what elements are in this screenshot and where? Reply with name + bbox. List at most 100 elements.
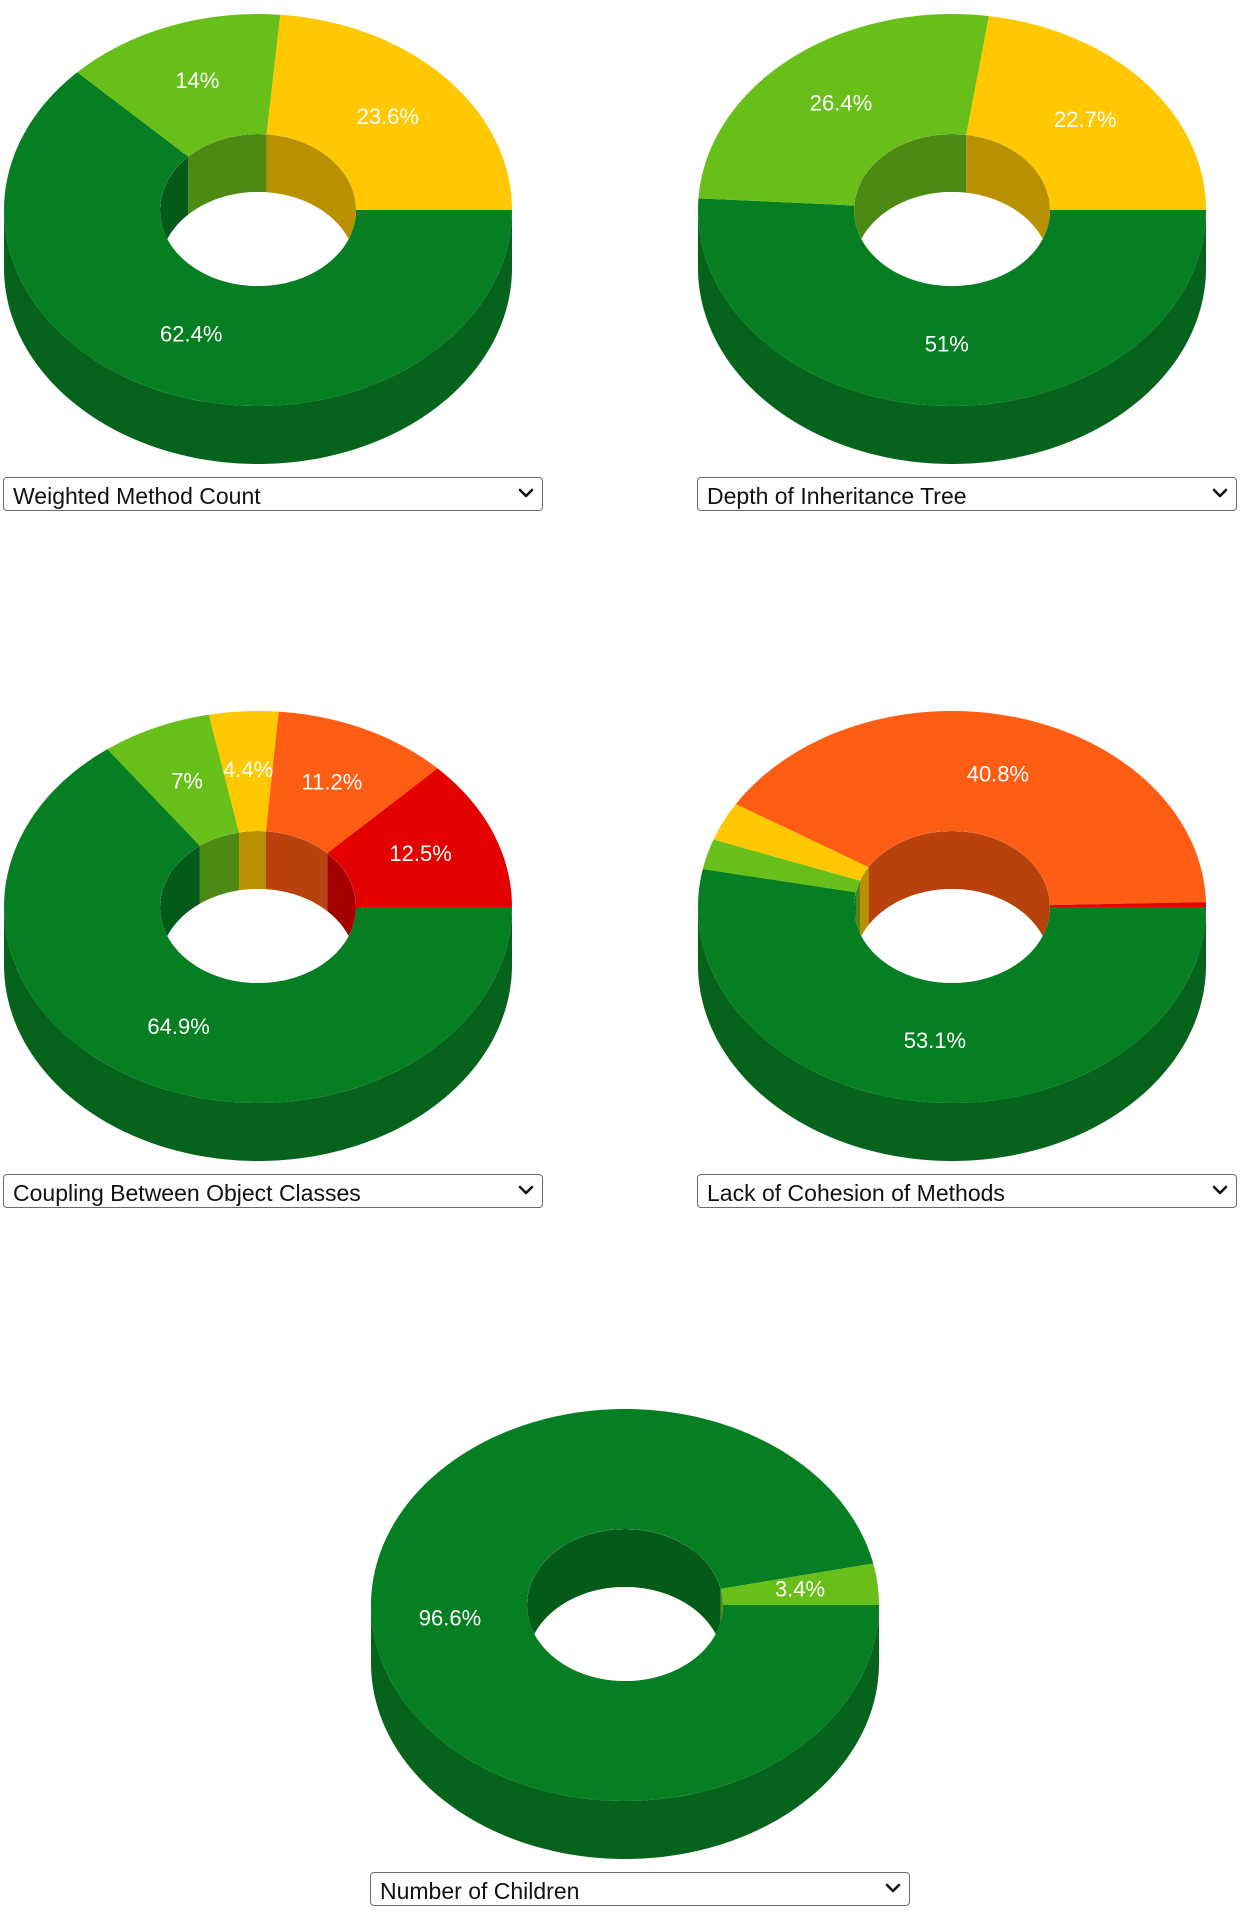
chart-panel-number-of-children: 96.6% 3.4% Number of Children bbox=[367, 1395, 927, 1925]
donut-hole bbox=[160, 889, 356, 983]
slice-inner-wall bbox=[868, 831, 1050, 964]
slice-labels: 62.4% 14% 23.6% bbox=[160, 68, 419, 346]
slice-top bbox=[266, 711, 438, 854]
slice-inner-wall bbox=[527, 1529, 721, 1663]
slice-top bbox=[698, 869, 1206, 1103]
slice-side bbox=[698, 907, 1206, 1161]
donut-inner-wall bbox=[160, 134, 356, 268]
slice-top bbox=[266, 14, 512, 211]
slice-top bbox=[966, 16, 1206, 210]
metric-select-value: Number of Children bbox=[380, 1878, 580, 1904]
slice-inner-wall bbox=[860, 867, 869, 939]
slice-label: 12.5% bbox=[389, 841, 451, 866]
slice-top bbox=[698, 198, 1206, 406]
donut-top bbox=[371, 1409, 879, 1801]
slice-inner-wall bbox=[199, 832, 240, 904]
donut-hole bbox=[527, 1587, 723, 1681]
chart-panel-lack-of-cohesion-of-methods: 53.1% 40.8% Lack of Cohesion of Methods bbox=[694, 697, 1248, 1227]
donut-top bbox=[698, 711, 1206, 1103]
slice-label: 14% bbox=[175, 68, 219, 93]
chevron-down-icon bbox=[1212, 488, 1228, 498]
slice-side bbox=[698, 210, 1206, 464]
donut-hole bbox=[160, 192, 356, 286]
donut-top bbox=[698, 14, 1206, 406]
donut-outer-side bbox=[4, 210, 512, 464]
donut-top bbox=[4, 711, 512, 1103]
slice-top bbox=[698, 14, 989, 206]
chevron-down-icon bbox=[518, 1185, 534, 1195]
metric-select-value: Weighted Method Count bbox=[13, 483, 261, 509]
slice-inner-wall bbox=[239, 831, 266, 891]
slice-side bbox=[4, 907, 512, 1161]
donut-hole-group bbox=[160, 134, 356, 286]
metric-select[interactable]: Number of Children bbox=[370, 1872, 910, 1906]
slice-label: 4.4% bbox=[223, 757, 273, 782]
slice-top bbox=[327, 768, 512, 907]
donut-chart: 64.9% 7% 4.4% 11.2% 12.5% bbox=[4, 711, 512, 1161]
chevron-down-icon bbox=[1212, 1185, 1228, 1195]
slice-label: 3.4% bbox=[775, 1576, 825, 1601]
slice-label: 64.9% bbox=[147, 1014, 209, 1039]
chart-panel-depth-of-inheritance-tree: 51% 26.4% 22.7% Depth of Inheritance Tree bbox=[694, 0, 1248, 530]
donut-hole-group bbox=[527, 1529, 723, 1681]
slice-inner-wall bbox=[966, 134, 1050, 268]
slice-label: 51% bbox=[925, 332, 969, 357]
slice-label: 53.1% bbox=[904, 1028, 966, 1053]
metric-select[interactable]: Depth of Inheritance Tree bbox=[697, 477, 1237, 511]
donut-inner-wall bbox=[160, 831, 356, 965]
donut-hole-group bbox=[160, 831, 356, 983]
slice-label: 96.6% bbox=[419, 1605, 481, 1630]
donut-chart: 62.4% 14% 23.6% bbox=[4, 14, 512, 464]
donut-chart: 51% 26.4% 22.7% bbox=[698, 14, 1206, 464]
slice-inner-wall bbox=[266, 831, 328, 912]
slice-labels: 96.6% 3.4% bbox=[419, 1576, 825, 1630]
slice-inner-wall bbox=[266, 134, 356, 268]
slice-top bbox=[371, 1409, 879, 1801]
slice-label: 23.6% bbox=[357, 104, 419, 129]
donut-outer-side bbox=[4, 907, 512, 1161]
metric-select-value: Lack of Cohesion of Methods bbox=[707, 1180, 1005, 1206]
donut-hole bbox=[854, 889, 1050, 983]
slice-top bbox=[735, 711, 1206, 906]
donut-outer-side bbox=[371, 1605, 879, 1859]
metric-select-value: Depth of Inheritance Tree bbox=[707, 483, 967, 509]
metric-select[interactable]: Coupling Between Object Classes bbox=[3, 1174, 543, 1208]
chart-panel-coupling-between-object-classes: 64.9% 7% 4.4% 11.2% 12.5% Coupling Between O… bbox=[0, 697, 560, 1227]
slice-label: 11.2% bbox=[302, 769, 363, 794]
donut-chart: 96.6% 3.4% bbox=[371, 1409, 879, 1859]
slice-inner-wall bbox=[854, 134, 967, 264]
donut-outer-side bbox=[698, 210, 1206, 464]
slice-top bbox=[107, 714, 240, 846]
donut-outer-side bbox=[698, 907, 1206, 1161]
donut-hole bbox=[854, 192, 1050, 286]
donut-hole-group bbox=[854, 134, 1050, 286]
chevron-down-icon bbox=[518, 488, 534, 498]
chevron-down-icon bbox=[885, 1883, 901, 1893]
slice-top bbox=[4, 749, 512, 1103]
slice-inner-wall bbox=[327, 853, 356, 965]
slice-top bbox=[702, 839, 860, 893]
slice-side bbox=[371, 1605, 879, 1859]
metric-select-value: Coupling Between Object Classes bbox=[13, 1180, 361, 1206]
metric-select[interactable]: Weighted Method Count bbox=[3, 477, 543, 511]
chart-panel-weighted-method-count: 62.4% 14% 23.6% Weighted Method Count bbox=[0, 0, 560, 530]
slice-top bbox=[713, 804, 869, 881]
metric-select[interactable]: Lack of Cohesion of Methods bbox=[697, 1174, 1237, 1208]
slice-top bbox=[4, 72, 512, 406]
slice-labels: 51% 26.4% 22.7% bbox=[810, 90, 1117, 356]
slice-side bbox=[4, 210, 512, 464]
slice-top bbox=[208, 711, 279, 833]
slice-label: 26.4% bbox=[810, 90, 872, 115]
slice-labels: 53.1% 40.8% bbox=[904, 762, 1029, 1054]
slice-inner-wall bbox=[160, 156, 189, 268]
slice-label: 40.8% bbox=[967, 762, 1029, 787]
donut-hole-group bbox=[854, 831, 1050, 983]
slice-inner-wall bbox=[160, 845, 200, 965]
slice-top bbox=[1049, 902, 1206, 907]
slice-inner-wall bbox=[188, 134, 267, 215]
slice-label: 7% bbox=[171, 768, 203, 793]
slice-top bbox=[77, 14, 281, 157]
slice-labels: 64.9% 7% 4.4% 11.2% 12.5% bbox=[147, 757, 451, 1039]
slice-label: 22.7% bbox=[1054, 107, 1116, 132]
donut-chart: 53.1% 40.8% bbox=[698, 711, 1206, 1161]
